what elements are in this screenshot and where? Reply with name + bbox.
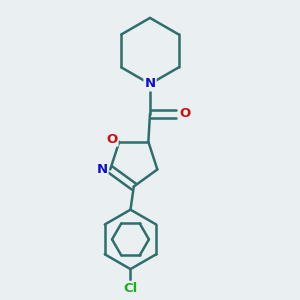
Text: O: O	[179, 107, 190, 120]
Text: Cl: Cl	[123, 282, 138, 295]
Text: N: N	[96, 163, 107, 176]
Text: O: O	[106, 133, 118, 146]
Text: N: N	[144, 77, 156, 91]
